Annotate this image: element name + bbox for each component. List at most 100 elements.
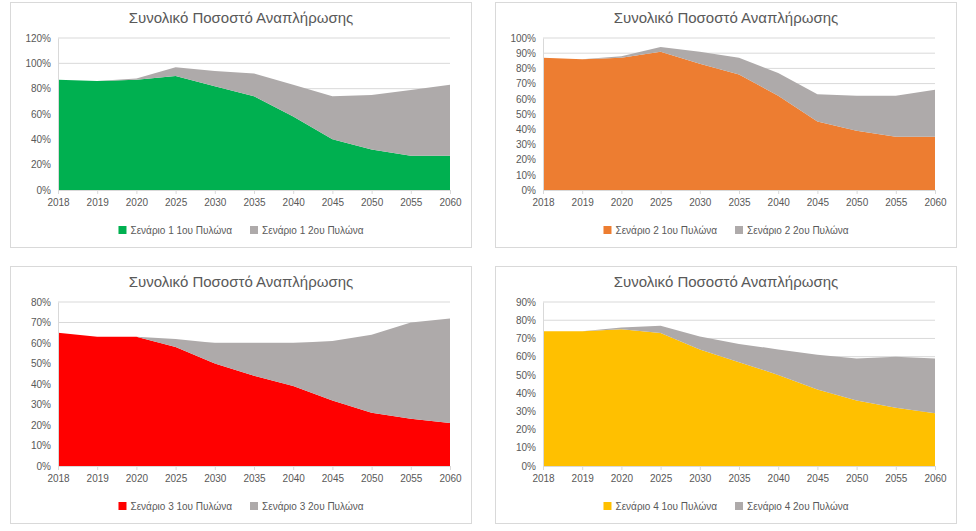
tick-label: 50% bbox=[516, 109, 536, 120]
tick: 40% bbox=[516, 124, 543, 135]
tick: 100% bbox=[510, 33, 543, 44]
tick: 80% bbox=[31, 297, 58, 308]
tick-label: 90% bbox=[516, 297, 536, 308]
tick-mark bbox=[700, 190, 701, 194]
tick: 2020 bbox=[611, 190, 634, 208]
legend-swatch bbox=[118, 226, 126, 234]
tick-label: 20% bbox=[516, 154, 536, 165]
tick: 30% bbox=[516, 139, 543, 150]
marks bbox=[58, 67, 450, 190]
tick: 20% bbox=[31, 159, 58, 170]
tick: 2040 bbox=[283, 466, 306, 484]
tick: 2045 bbox=[807, 466, 830, 484]
legend-swatch bbox=[118, 502, 126, 510]
legend-item: Σενάριο 4 1ου Πυλώνα bbox=[603, 501, 717, 512]
tick: 2040 bbox=[768, 466, 791, 484]
tick-label: 2040 bbox=[768, 197, 791, 208]
tick: 2025 bbox=[650, 190, 673, 208]
tick: 2018 bbox=[47, 466, 70, 484]
tick: 20% bbox=[516, 424, 543, 435]
tick: 80% bbox=[516, 63, 543, 74]
plot-area: 0%10%20%30%40%50%60%70%80%90%20182019202… bbox=[516, 297, 947, 484]
tick-label: 2050 bbox=[846, 473, 869, 484]
tick: 40% bbox=[516, 388, 543, 399]
legend-label: Σενάριο 3 2ου Πυλώνα bbox=[262, 501, 364, 512]
legend-item: Σενάριο 1 1ου Πυλώνα bbox=[118, 225, 232, 236]
tick-label: 0% bbox=[37, 461, 52, 472]
tick-label: 30% bbox=[516, 139, 536, 150]
tick-label: 120% bbox=[25, 33, 51, 44]
tick-mark bbox=[411, 466, 412, 470]
legend-label: Σενάριο 1 2ου Πυλώνα bbox=[262, 225, 364, 236]
tick-mark bbox=[896, 466, 897, 470]
tick-label: 20% bbox=[31, 420, 51, 431]
tick-label: 0% bbox=[522, 185, 537, 196]
legend-label: Σενάριο 1 1ου Πυλώνα bbox=[130, 225, 232, 236]
tick: 2035 bbox=[728, 190, 751, 208]
tick-label: 2019 bbox=[87, 473, 110, 484]
tick-label: 2035 bbox=[728, 473, 751, 484]
tick: 2019 bbox=[87, 466, 110, 484]
tick: 10% bbox=[516, 442, 543, 453]
legend-item: Σενάριο 4 2ου Πυλώνα bbox=[735, 501, 849, 512]
tick-mark bbox=[857, 190, 858, 194]
tick: 100% bbox=[25, 58, 58, 69]
tick: 2050 bbox=[361, 466, 384, 484]
tick: 80% bbox=[516, 315, 543, 326]
legend-label: Σενάριο 2 2ου Πυλώνα bbox=[747, 225, 849, 236]
tick: 2025 bbox=[165, 466, 188, 484]
tick-mark bbox=[661, 466, 662, 470]
panel-border bbox=[11, 267, 472, 524]
tick-label: 2060 bbox=[924, 197, 947, 208]
tick-label: 2040 bbox=[283, 197, 306, 208]
y-axis: 0%10%20%30%40%50%60%70%80%90%100% bbox=[510, 33, 543, 196]
tick-label: 80% bbox=[516, 315, 536, 326]
tick: 120% bbox=[25, 33, 58, 44]
tick: 50% bbox=[31, 358, 58, 369]
tick-label: 20% bbox=[31, 159, 51, 170]
legend-label: Σενάριο 4 2ου Πυλώνα bbox=[747, 501, 849, 512]
tick-label: 2025 bbox=[165, 197, 188, 208]
panel-border bbox=[11, 3, 472, 248]
tick-mark bbox=[817, 466, 818, 470]
x-axis: 2018201920202025203020352040204520502055… bbox=[47, 466, 462, 484]
y-axis: 0%20%40%60%80%100%120% bbox=[25, 33, 58, 196]
tick: 2018 bbox=[532, 466, 555, 484]
tick-label: 2045 bbox=[807, 473, 830, 484]
legend-swatch bbox=[603, 502, 611, 510]
marks bbox=[543, 326, 935, 466]
tick-label: 2050 bbox=[361, 473, 384, 484]
plot-area: 0%20%40%60%80%100%120%201820192020202520… bbox=[25, 33, 462, 208]
tick-mark bbox=[215, 190, 216, 194]
legend-item: Σενάριο 2 1ου Πυλώνα bbox=[603, 225, 717, 236]
tick-label: 0% bbox=[522, 461, 537, 472]
tick-label: 40% bbox=[31, 134, 51, 145]
tick-label: 2055 bbox=[400, 197, 423, 208]
grid bbox=[543, 302, 935, 466]
tick-label: 2020 bbox=[611, 473, 634, 484]
tick-mark bbox=[778, 466, 779, 470]
chart-page: Συνολικό Ποσοστό Αναπλήρωσης0%20%40%60%8… bbox=[0, 0, 976, 531]
marks bbox=[543, 47, 935, 190]
tick: 2020 bbox=[126, 466, 149, 484]
tick-mark bbox=[739, 190, 740, 194]
tick-label: 80% bbox=[31, 83, 51, 94]
tick-label: 10% bbox=[31, 440, 51, 451]
grid-line bbox=[543, 53, 935, 54]
tick-label: 10% bbox=[516, 170, 536, 181]
legend-label: Σενάριο 3 1ου Πυλώνα bbox=[130, 501, 232, 512]
tick: 50% bbox=[516, 370, 543, 381]
tick-label: 70% bbox=[31, 317, 51, 328]
tick-label: 80% bbox=[516, 63, 536, 74]
tick: 0% bbox=[37, 185, 58, 196]
tick-label: 0% bbox=[37, 185, 52, 196]
tick-mark bbox=[700, 466, 701, 470]
chart-panel: Συνολικό Ποσοστό Αναπλήρωσης0%10%20%30%4… bbox=[496, 267, 957, 524]
tick-label: 2025 bbox=[650, 473, 673, 484]
tick-label: 2020 bbox=[126, 473, 149, 484]
tick: 2030 bbox=[689, 190, 712, 208]
tick: 2020 bbox=[126, 190, 149, 208]
tick-label: 2060 bbox=[439, 197, 462, 208]
legend: Σενάριο 1 1ου Πυλώνα Σενάριο 1 2ου Πυλώνα bbox=[118, 225, 363, 236]
grid-line bbox=[58, 38, 450, 39]
